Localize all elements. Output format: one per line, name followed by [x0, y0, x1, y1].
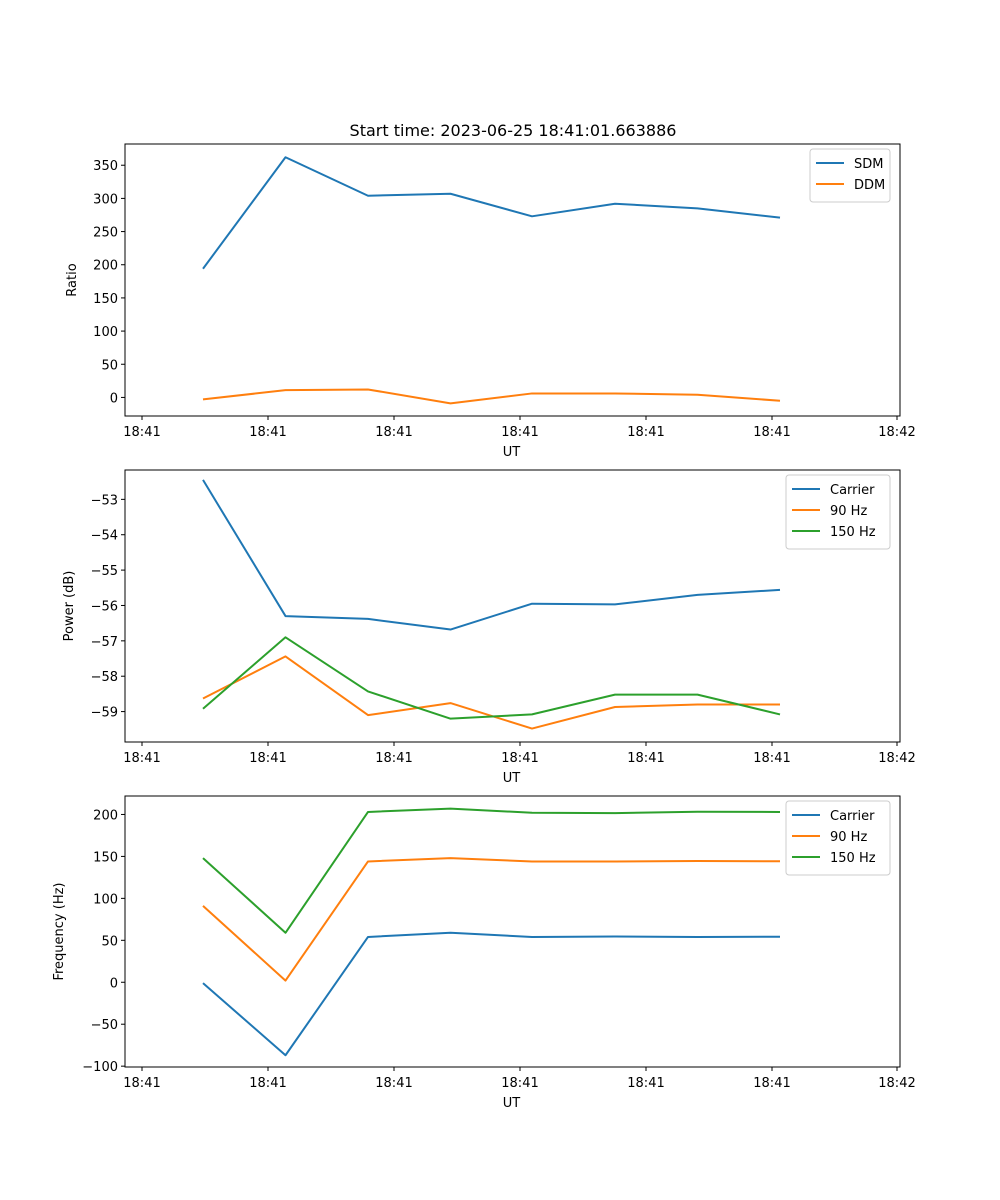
y-tick-label: −55 [91, 564, 118, 579]
series-line-90-hz [202, 857, 781, 982]
x-axis-label: UT [503, 771, 521, 786]
y-tick-label: −58 [91, 670, 118, 685]
y-tick-label: 350 [93, 159, 118, 174]
x-axis-label: UT [503, 1096, 521, 1111]
x-tick-label: 18:41 [753, 425, 790, 440]
y-tick-label: 50 [101, 934, 118, 949]
legend-label: 150 Hz [830, 851, 876, 866]
axes-frame [124, 795, 901, 1068]
series-line-150-hz [202, 636, 781, 720]
x-tick-label: 18:41 [249, 425, 286, 440]
x-tick-label: 18:41 [501, 425, 538, 440]
legend: SDM DDM [809, 148, 891, 203]
y-tick-label: −56 [91, 599, 118, 614]
x-tick-label: 18:41 [375, 425, 412, 440]
series-line-ddm [202, 388, 781, 405]
y-tick-label: 100 [93, 325, 118, 340]
subplot-3: 18:41 18:41 18:41 18:41 18:41 18:41 18:42 −100 −… [52, 795, 916, 1111]
x-tick-label: 18:41 [249, 1076, 286, 1091]
legend-label: 90 Hz [830, 830, 867, 845]
y-tick-label: −53 [91, 493, 118, 508]
figure-title: Start time: 2023-06-25 18:41:01.663886 [350, 121, 677, 140]
y-axis-label: Power (dB) [62, 571, 77, 642]
subplot-1: 18:41 18:41 18:41 18:41 18:41 18:41 18:42 0 50 10… [65, 143, 916, 460]
x-tick-label: 18:41 [753, 751, 790, 766]
y-tick-label: 50 [101, 358, 118, 373]
y-tick-label: 200 [93, 808, 118, 823]
legend-label: 90 Hz [830, 504, 867, 519]
x-tick-label: 18:41 [123, 751, 160, 766]
y-tick-label: 300 [93, 192, 118, 207]
y-tick-label: 0 [110, 391, 118, 406]
legend-label: SDM [854, 157, 883, 172]
y-axis-label: Frequency (Hz) [52, 882, 67, 980]
axes-frame [124, 143, 901, 417]
x-tick-label: 18:41 [249, 751, 286, 766]
legend-label: Carrier [830, 483, 875, 498]
y-tick-label: 0 [110, 976, 118, 991]
x-tick-label: 18:41 [123, 1076, 160, 1091]
plots: 18:41 18:41 18:41 18:41 18:41 18:41 18:42 0 50 10… [52, 143, 916, 1111]
legend-label: 150 Hz [830, 525, 876, 540]
x-tick-label: 18:41 [627, 425, 664, 440]
x-axis-label: UT [503, 445, 521, 460]
series-line-carrier [202, 479, 781, 631]
y-tick-label: −54 [91, 529, 118, 544]
x-tick-label: 18:41 [627, 1076, 664, 1091]
x-tick-label: 18:41 [375, 1076, 412, 1091]
y-axis-label: Ratio [65, 263, 80, 296]
series-line-sdm [202, 156, 781, 270]
legend: Carrier 90 Hz 150 Hz [785, 474, 891, 550]
x-tick-label: 18:42 [878, 425, 915, 440]
x-tick-label: 18:42 [878, 751, 915, 766]
y-tick-label: −57 [91, 635, 118, 650]
subplot-2: 18:41 18:41 18:41 18:41 18:41 18:41 18:42 −59 −5… [62, 469, 916, 786]
x-tick-label: 18:41 [501, 751, 538, 766]
legend: Carrier 90 Hz 150 Hz [785, 800, 891, 876]
legend-label: DDM [854, 178, 885, 193]
y-tick-label: −100 [82, 1060, 118, 1075]
x-tick-label: 18:42 [878, 1076, 915, 1091]
x-tick-label: 18:41 [627, 751, 664, 766]
y-tick-label: 150 [93, 292, 118, 307]
y-tick-label: −50 [91, 1018, 118, 1033]
x-tick-label: 18:41 [375, 751, 412, 766]
x-tick-label: 18:41 [753, 1076, 790, 1091]
x-tick-label: 18:41 [123, 425, 160, 440]
y-tick-label: 150 [93, 850, 118, 865]
y-tick-label: −59 [91, 706, 118, 721]
y-tick-label: 100 [93, 892, 118, 907]
axes-frame [124, 469, 901, 743]
y-tick-label: 250 [93, 226, 118, 241]
y-tick-label: 200 [93, 259, 118, 274]
legend-label: Carrier [830, 809, 875, 824]
series-line-150-hz [202, 807, 781, 934]
x-tick-label: 18:41 [501, 1076, 538, 1091]
series-line-carrier [202, 931, 781, 1057]
